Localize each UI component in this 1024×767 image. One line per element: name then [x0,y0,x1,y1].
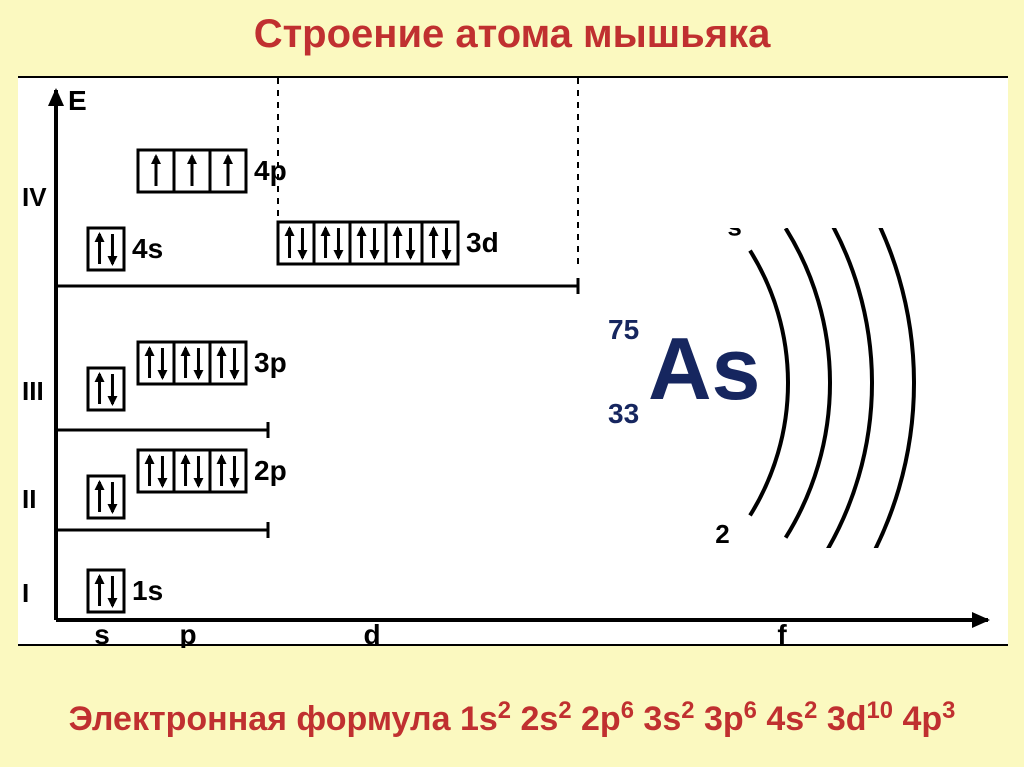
shell-roman-label: II [22,484,36,514]
orbital-box [174,450,210,492]
shell-arc [786,228,830,537]
shell-arc [857,228,914,548]
orbital-label: 4s [132,233,163,264]
orbital-box [88,228,124,270]
electron-formula: Электронная формула 1s2 2s2 2p6 3s2 3p6 … [0,700,1024,739]
diagram-panel: Espdf1sIII2pIII3p4sIV3d4p 75 As 33 s2sp8… [18,76,1008,646]
formula-term: 2p6 [581,700,634,738]
formula-term: 3p6 [704,700,757,738]
formula-prefix: Электронная формула [69,700,460,738]
formula-term: 4p3 [902,700,955,738]
shell-arc [750,251,788,516]
x-axis-arrow [972,612,990,628]
x-axis-label: s [94,619,110,648]
x-axis-label: d [363,619,380,648]
shell-arcs: s2sp8spd18sp5 [578,228,998,548]
orbital-label: 3d [466,227,499,258]
orbital-box [422,222,458,264]
orbital-box [210,342,246,384]
x-axis-label: p [179,619,196,648]
shell-top-label: s [727,228,741,242]
orbital-box [210,450,246,492]
orbital-label: 4p [254,155,287,186]
orbital-box [174,342,210,384]
orbital-box [138,450,174,492]
y-axis-arrow [48,88,64,106]
orbital-box [88,368,124,410]
formula-term: 2s2 [520,700,571,738]
formula-term: 3s2 [643,700,694,738]
orbital-box [278,222,314,264]
shell-roman-label: IV [22,182,47,212]
orbital-label: 2p [254,455,287,486]
formula-term: 1s2 [460,700,511,738]
page-title: Строение атома мышьяка [0,12,1024,57]
title-text: Строение атома мышьяка [254,12,771,56]
shell-bottom-label: 8 [749,544,763,548]
shell-roman-label: III [22,376,44,406]
x-axis-label: f [777,619,787,648]
orbital-label: 3p [254,347,287,378]
formula-term: 3d10 [827,700,893,738]
orbital-box [88,570,124,612]
formula-term: 4s2 [766,700,817,738]
orbital-box [88,476,124,518]
orbital-box [138,342,174,384]
orbital-box [386,222,422,264]
y-axis-label: E [68,85,87,116]
orbital-box [314,222,350,264]
orbital-box [350,222,386,264]
shell-roman-label: I [22,578,29,608]
shell-bottom-label: 2 [715,519,729,548]
orbital-label: 1s [132,575,163,606]
shell-diagram: 75 As 33 s2sp8spd18sp5 [578,228,998,548]
